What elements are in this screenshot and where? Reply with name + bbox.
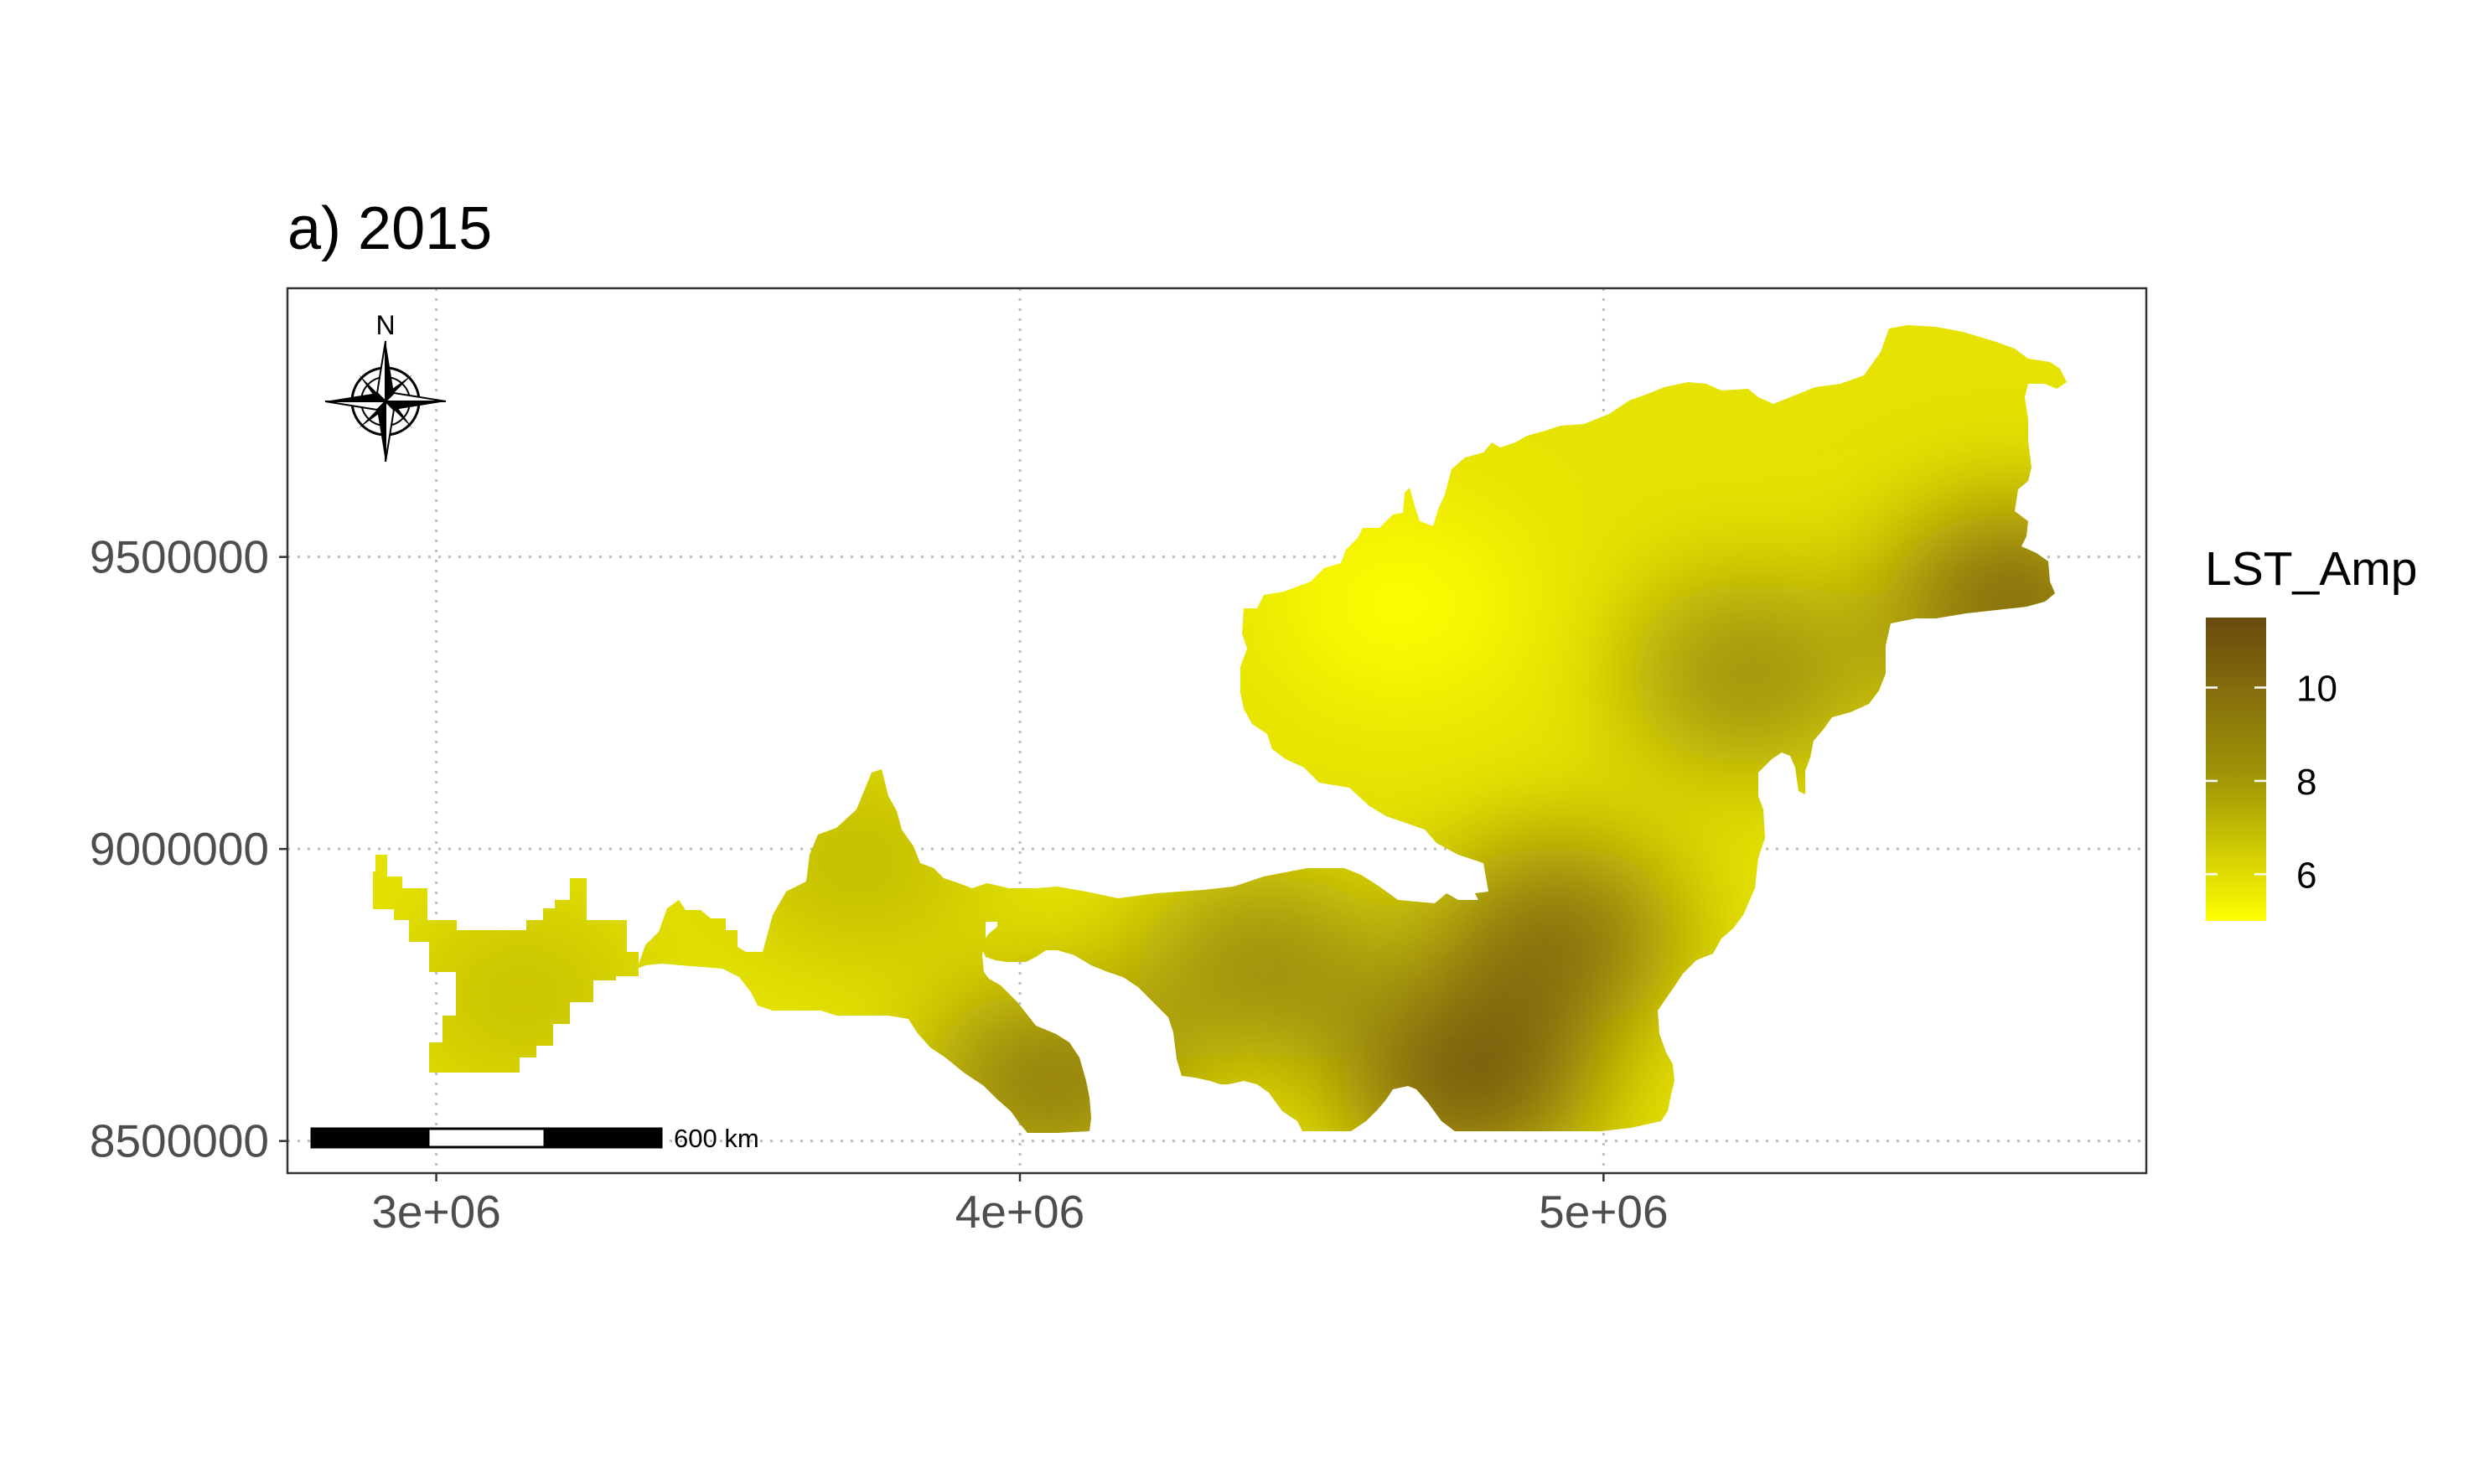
scale-bar-label: 600 km — [674, 1124, 759, 1153]
legend-title: LST_Amp — [2205, 542, 2417, 596]
north-arrow-icon: N — [324, 310, 447, 463]
legend-tick-label: 10 — [2296, 669, 2337, 710]
x-axis-tick-labels: 3e+06 4e+06 5e+06 — [371, 1186, 1668, 1238]
y-axis-tick-labels: 8500000 9000000 9500000 — [90, 531, 269, 1167]
x-axis-tick-label: 4e+06 — [955, 1186, 1084, 1238]
scale-bar: 600 km — [310, 1124, 759, 1153]
axis-ticks — [279, 556, 1605, 1182]
y-axis-tick-label: 9500000 — [90, 531, 269, 583]
scale-bar-segment-1 — [310, 1127, 430, 1149]
x-axis-tick-label: 5e+06 — [1539, 1186, 1668, 1238]
scale-bar-segment-2 — [427, 1127, 546, 1149]
scale-bar-segment-3 — [543, 1127, 663, 1149]
raster-value-patch — [1623, 582, 1876, 767]
y-axis-tick-label: 8500000 — [90, 1115, 269, 1167]
legend-tick-label: 6 — [2296, 855, 2316, 896]
legend-tick-label: 8 — [2296, 762, 2316, 803]
north-arrow-label: N — [375, 310, 395, 340]
legend-colorbar — [2206, 618, 2266, 921]
legend: LST_Amp 6 8 10 — [2205, 542, 2417, 921]
x-axis-tick-label: 3e+06 — [371, 1186, 500, 1238]
raster-value-patch — [1431, 844, 1683, 1029]
map-title: a) 2015 — [287, 195, 492, 262]
legend-ticks: 6 8 10 — [2206, 669, 2337, 896]
raster-value-patch — [1139, 873, 1391, 1058]
y-axis-tick-label: 9000000 — [90, 823, 269, 875]
plot-panel-border — [286, 287, 2148, 1175]
